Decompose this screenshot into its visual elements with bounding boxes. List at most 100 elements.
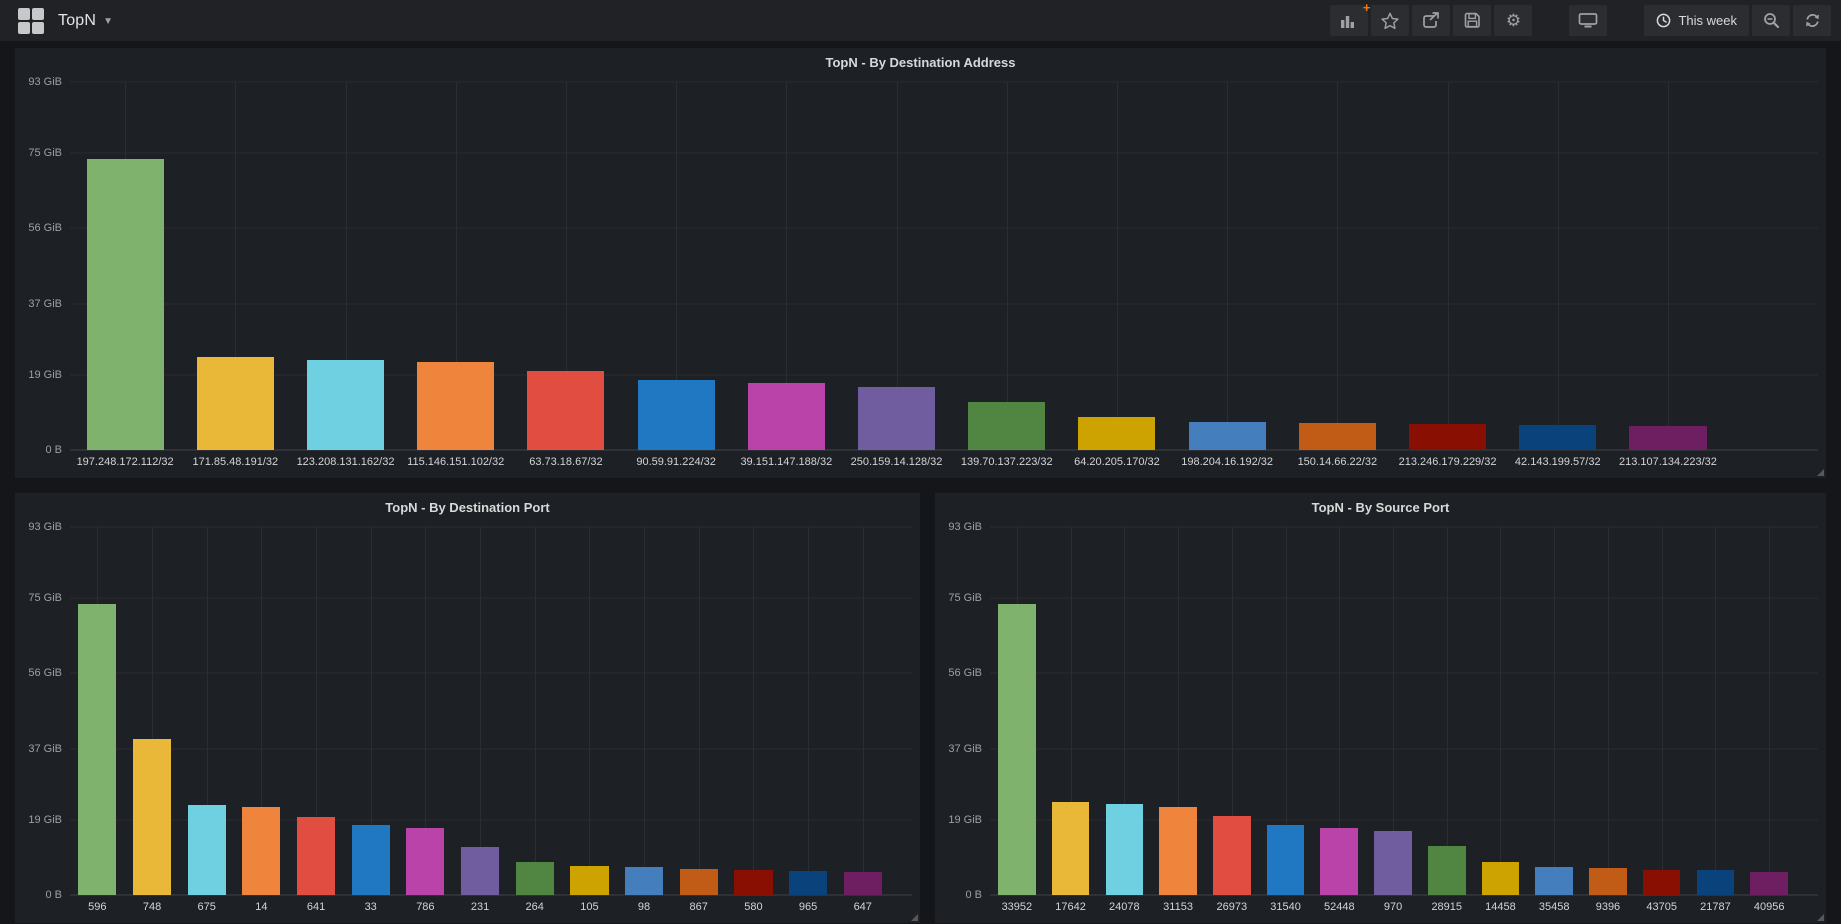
search-zoom-out-icon <box>1763 13 1779 29</box>
time-range-label: This week <box>1678 13 1737 28</box>
share-button[interactable] <box>1412 5 1451 36</box>
refresh-button[interactable] <box>1793 5 1831 36</box>
x-tick-label: 675 <box>197 901 216 913</box>
v-gridline <box>753 527 755 895</box>
h-gridline <box>990 526 1818 528</box>
bar-647[interactable] <box>843 872 882 895</box>
x-tick-label: 24078 <box>1109 901 1140 913</box>
x-axis-line <box>70 449 1818 451</box>
bar-115.146.151.102/32[interactable] <box>417 361 495 450</box>
v-gridline <box>534 527 536 895</box>
settings-button[interactable]: ⚙ <box>1494 5 1533 36</box>
v-gridline <box>1769 527 1771 895</box>
panel-topn-by-source-port: TopN - By Source Port 0 B 19 GiB 37 GiB 56 … <box>935 493 1826 923</box>
bar-slot <box>835 527 890 895</box>
bar-198.204.16.192/32[interactable] <box>1188 421 1266 450</box>
x-tick-label: 198.204.16.192/32 <box>1181 456 1274 468</box>
dashboard-title: TopN <box>58 11 97 29</box>
bar-139.70.137.223/32[interactable] <box>968 401 1046 450</box>
v-gridline <box>345 82 347 450</box>
bar-slot <box>401 82 511 450</box>
bar-slot <box>621 82 731 450</box>
cycle-view-button[interactable] <box>1569 5 1608 36</box>
bar-24078[interactable] <box>1105 804 1144 895</box>
bar-171.85.48.191/32[interactable] <box>196 356 274 450</box>
bar-123.208.131.162/32[interactable] <box>306 359 385 450</box>
x-tick-label: 965 <box>798 901 818 913</box>
v-gridline <box>565 82 567 450</box>
bar-213.107.134.223/32[interactable] <box>1629 425 1707 450</box>
bar-250.159.14.128/32[interactable] <box>857 386 936 450</box>
bar-970[interactable] <box>1374 830 1412 895</box>
x-tick-label: 31153 <box>1163 901 1193 913</box>
panel-resize-handle[interactable] <box>1817 469 1824 476</box>
bar-231[interactable] <box>460 846 500 895</box>
add-panel-button[interactable]: + <box>1330 0 1370 36</box>
x-axis: 33952 17642 24078 31153 26973 31540 52448 970 28… <box>990 895 1818 919</box>
caret-down-icon: ▼ <box>103 16 114 27</box>
bar-197.248.172.112/32[interactable] <box>86 159 164 450</box>
bar-580[interactable] <box>734 870 773 895</box>
bar-33952[interactable] <box>998 604 1036 895</box>
dashboard-title-dropdown[interactable]: TopN ▼ <box>58 12 113 30</box>
bar-slot <box>1635 527 1689 895</box>
bar-31540[interactable] <box>1266 824 1305 895</box>
bar-675[interactable] <box>187 804 226 895</box>
panel-title[interactable]: TopN - By Source Port <box>1311 499 1450 515</box>
bar-596[interactable] <box>78 604 117 895</box>
refresh-icon <box>1805 14 1819 27</box>
bar-14458[interactable] <box>1481 862 1520 895</box>
bar-90.59.91.224/32[interactable] <box>637 379 715 450</box>
bar-40956[interactable] <box>1750 871 1788 895</box>
bar-213.246.179.229/32[interactable] <box>1408 424 1487 450</box>
bar-9396[interactable] <box>1589 867 1627 895</box>
panel-title[interactable]: TopN - By Destination Address <box>825 54 1016 70</box>
bar-33[interactable] <box>351 824 390 895</box>
bar-52448[interactable] <box>1320 827 1359 895</box>
zoom-out-button[interactable] <box>1752 5 1790 36</box>
panel-resize-handle[interactable] <box>911 914 918 921</box>
panel-resize-handle[interactable] <box>1817 914 1824 921</box>
y-tick-label: 37 GiB <box>28 297 62 310</box>
bar-150.14.66.22/32[interactable] <box>1298 422 1376 450</box>
bar-slot <box>1097 527 1151 895</box>
bar-17642[interactable] <box>1051 802 1090 895</box>
bar-64.20.205.170/32[interactable] <box>1078 417 1156 450</box>
bar-31153[interactable] <box>1159 806 1197 895</box>
time-range-picker[interactable]: This week <box>1644 5 1749 36</box>
bar-slot <box>562 527 617 895</box>
bar-105[interactable] <box>570 866 609 895</box>
bar-264[interactable] <box>515 862 554 895</box>
v-gridline <box>1607 527 1609 895</box>
bar-965[interactable] <box>788 870 828 895</box>
h-gridline <box>70 81 1818 83</box>
y-tick-label: 93 GiB <box>948 521 982 533</box>
bar-748[interactable] <box>132 738 172 895</box>
x-tick-label: 105 <box>580 901 599 913</box>
star-button[interactable] <box>1371 5 1410 36</box>
bar-21787[interactable] <box>1696 870 1735 895</box>
v-gridline <box>1285 527 1287 895</box>
bar-42.143.199.57/32[interactable] <box>1519 425 1597 450</box>
bar-98[interactable] <box>624 866 664 895</box>
bar-26973[interactable] <box>1212 816 1251 895</box>
bar-chart-source-port: 0 B 19 GiB 37 GiB 56 GiB 75 GiB 93 GiB 33952 1… <box>935 521 1826 923</box>
h-gridline <box>990 597 1818 599</box>
save-button[interactable] <box>1453 5 1492 36</box>
bar-14[interactable] <box>242 807 281 895</box>
bar-35458[interactable] <box>1535 866 1573 895</box>
bar-641[interactable] <box>296 816 336 895</box>
bar-786[interactable] <box>406 827 445 895</box>
bar-28915[interactable] <box>1427 846 1466 895</box>
bar-867[interactable] <box>679 869 718 895</box>
bar-39.151.147.188/32[interactable] <box>747 382 825 450</box>
panel-title[interactable]: TopN - By Destination Port <box>385 499 550 515</box>
bar-43705[interactable] <box>1642 869 1681 895</box>
grafana-apps-grid-icon[interactable] <box>18 7 44 34</box>
bar-slot <box>1689 527 1743 895</box>
bar-63.73.18.67/32[interactable] <box>527 371 605 450</box>
bar-slot <box>1259 527 1313 895</box>
x-axis: 596 748 675 14 641 33 786 231 264 105 98 867 580 965 6… <box>70 895 912 919</box>
v-gridline <box>1124 527 1126 895</box>
x-tick-label: 9396 <box>1595 901 1621 913</box>
